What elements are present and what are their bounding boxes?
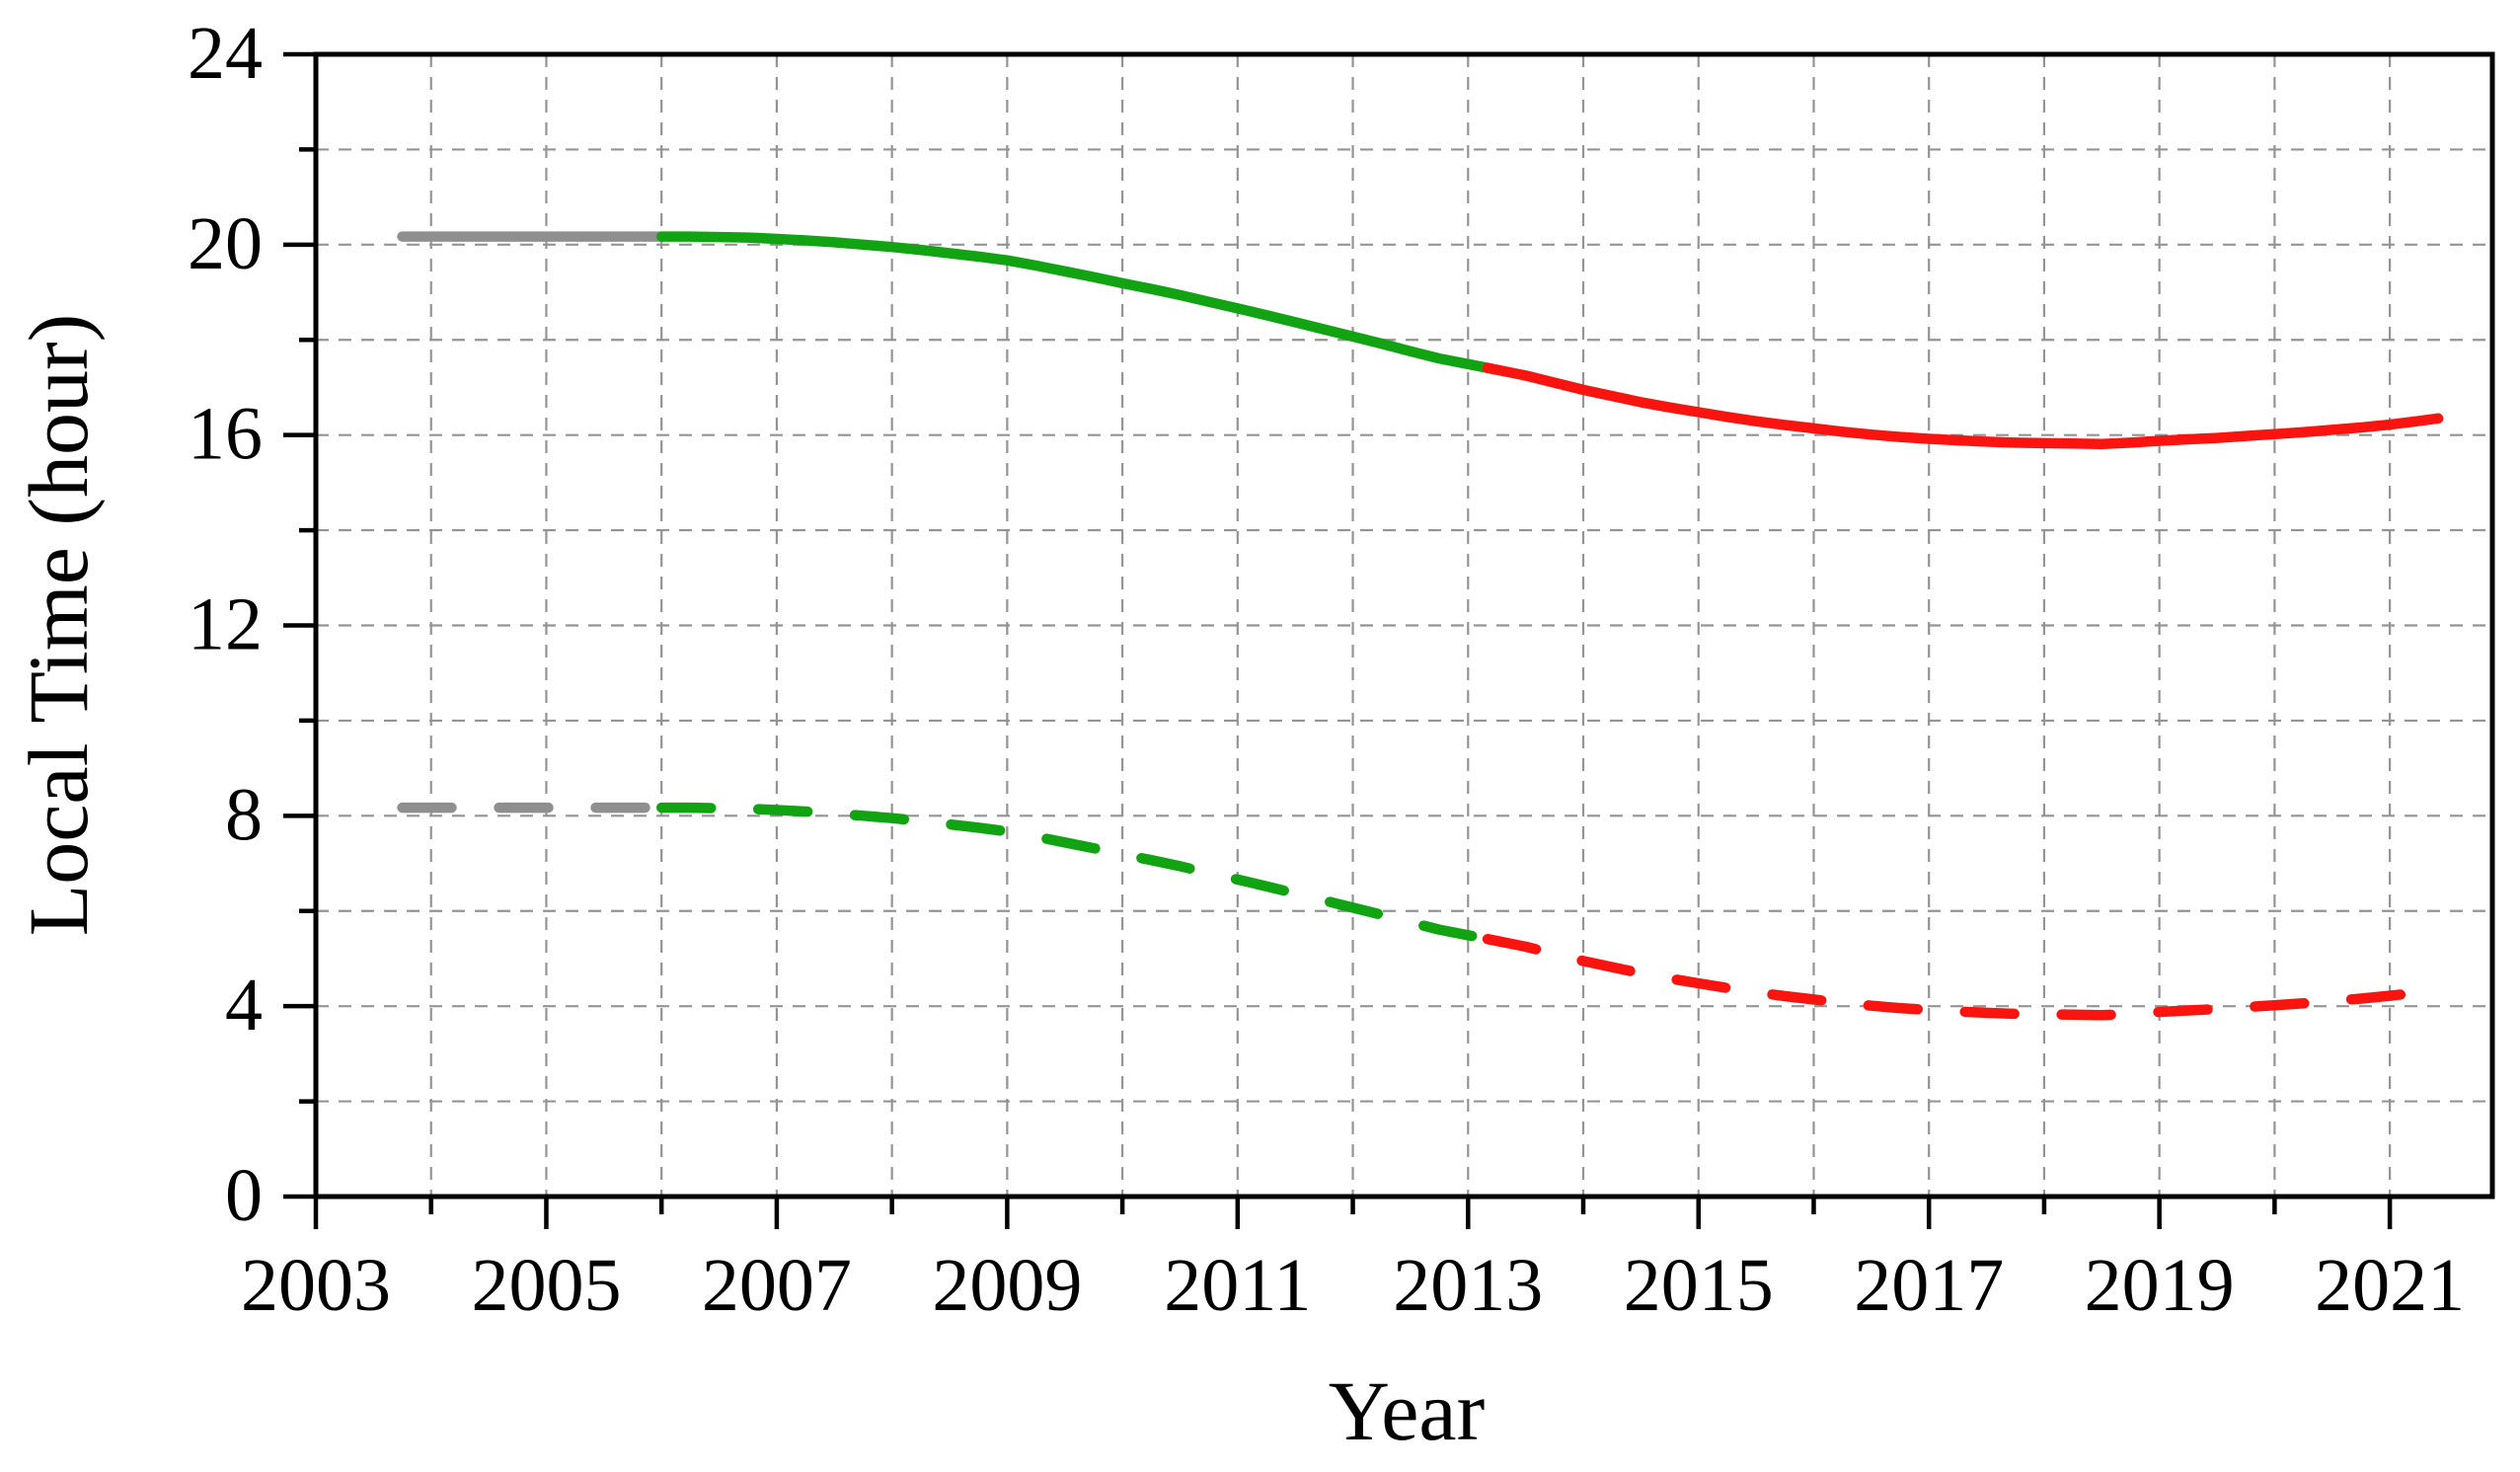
y-tick-label: 20 [188, 202, 263, 285]
series-lower_green_segment [655, 802, 1493, 945]
y-tick-label: 4 [225, 964, 263, 1046]
y-ticks [283, 51, 316, 1200]
x-tick-label: 2015 [1624, 1244, 1774, 1327]
x-tick-label: 2005 [471, 1244, 621, 1327]
y-tick-label: 8 [225, 773, 263, 856]
y-tick-label: 12 [188, 583, 263, 666]
y-tick-label: 24 [188, 12, 263, 95]
x-tick-label: 2019 [2085, 1244, 2235, 1327]
x-tick-label: 2013 [1393, 1244, 1543, 1327]
x-tick-label: 2021 [2315, 1244, 2465, 1327]
x-tick-label: 2003 [241, 1244, 391, 1327]
x-tick-labels: 2003 2005 2007 2009 2011 2013 2015 2017 2019 2021 [241, 1244, 2465, 1327]
series-upper_red_segment [1482, 362, 2444, 450]
x-tick-label: 2007 [702, 1244, 852, 1327]
gridlines [316, 54, 2492, 1197]
x-axis-title: Year [1329, 1363, 1485, 1458]
series-lines [397, 231, 2444, 1021]
x-tick-label: 2009 [932, 1244, 1082, 1327]
x-tick-label: 2011 [1164, 1244, 1311, 1327]
x-ticks [313, 1197, 2393, 1229]
y-axis-title: Local Time (hour) [11, 314, 106, 937]
y-tick-label: 16 [188, 393, 263, 476]
series-lower_red_segment [1482, 933, 2436, 1021]
x-tick-label: 2017 [1854, 1244, 2004, 1327]
y-tick-labels: 0 4 8 12 16 20 24 [188, 12, 263, 1237]
y-tick-label: 0 [225, 1154, 263, 1237]
series-upper_green_segment [655, 231, 1493, 373]
